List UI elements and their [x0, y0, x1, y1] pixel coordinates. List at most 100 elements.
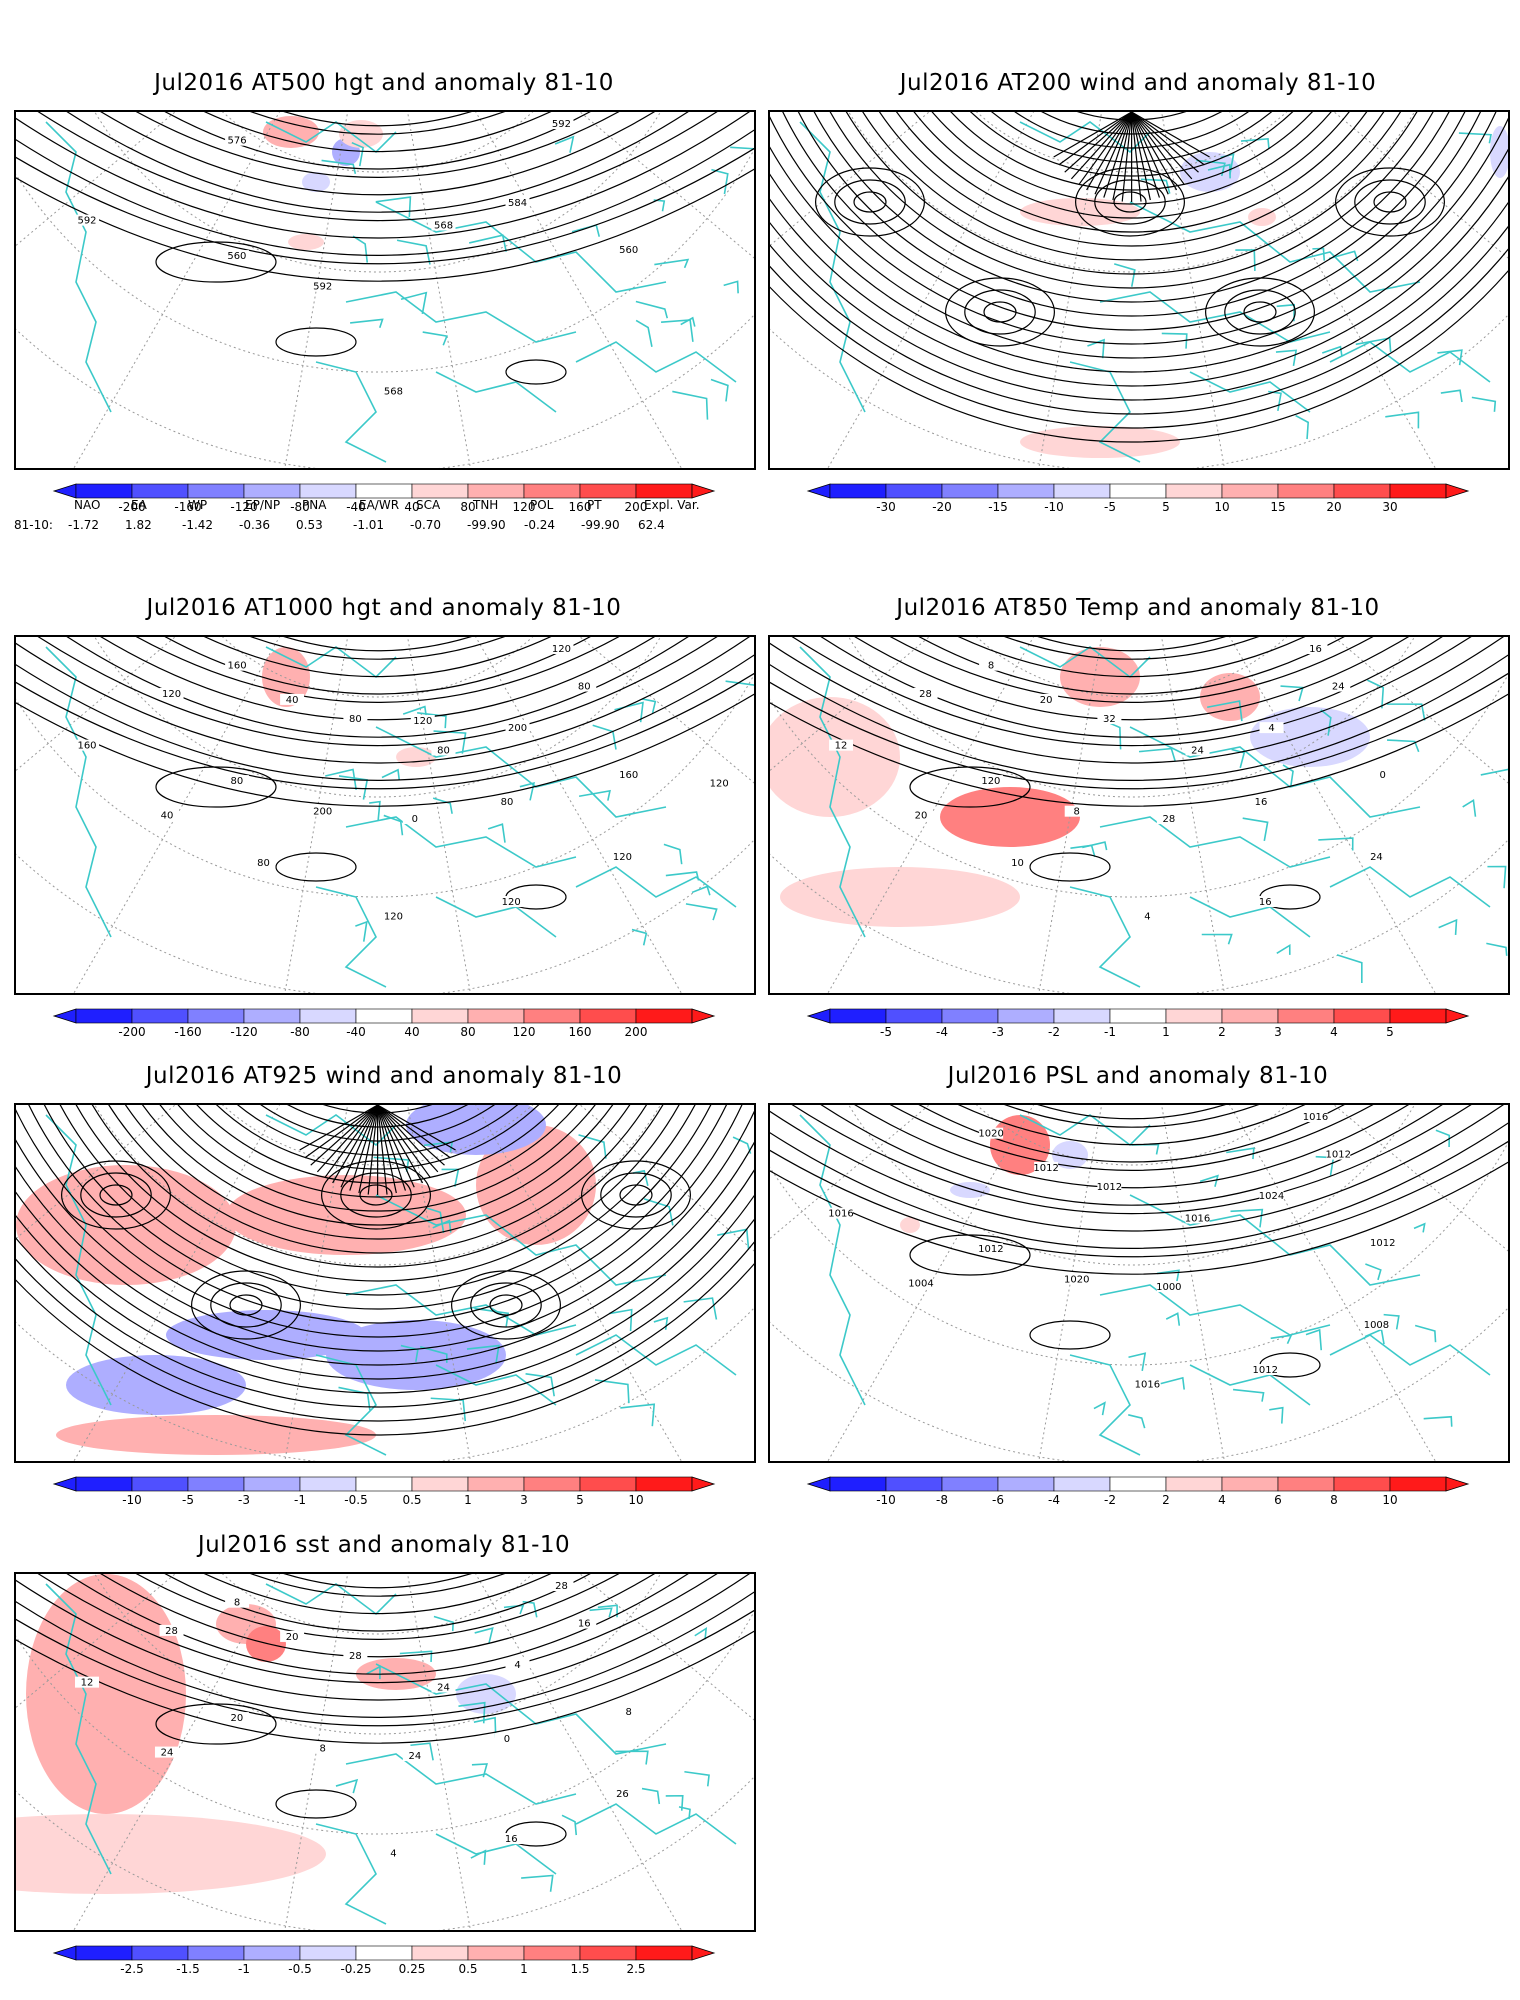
latitude-circle	[16, 839, 754, 993]
colorbar-tick-label: 200	[624, 500, 648, 514]
colorbar-svg	[52, 1008, 716, 1024]
border-line	[522, 1600, 538, 1618]
colorbar-tick-label: 120	[512, 1025, 536, 1039]
negative-anomaly-area	[1250, 707, 1370, 767]
meridian-line	[16, 1105, 378, 1166]
contour-label-bg	[159, 1624, 184, 1636]
contour-line	[854, 637, 1409, 721]
contour-label-bg	[1370, 769, 1395, 781]
contour-line	[770, 672, 1508, 790]
colorbar-swatch	[1053, 1008, 1111, 1024]
meridian-line	[579, 637, 754, 784]
contour-line	[770, 654, 1508, 781]
meridian-line	[827, 112, 1035, 468]
positive-anomaly-area	[26, 1574, 186, 1814]
latitude-circle	[16, 148, 754, 373]
positive-anomaly-area	[770, 697, 900, 817]
colorbar-swatch	[1333, 1476, 1391, 1492]
colorbar-swatch	[131, 1476, 189, 1492]
polar-streamline	[377, 1105, 439, 1173]
streamline	[770, 117, 1508, 359]
colorbar-tick-label: 15	[1270, 500, 1286, 514]
map-canvas	[16, 1105, 754, 1461]
contour-line	[770, 1161, 1508, 1275]
border-line	[1240, 137, 1270, 149]
polar-streamline	[367, 1105, 379, 1195]
contour-label: 1008	[1364, 1320, 1389, 1331]
colorbar-tick-label: 5	[576, 1493, 584, 1507]
meridian-line	[1333, 112, 1508, 259]
contour-label-bg	[280, 693, 305, 705]
contour-label: 576	[228, 136, 247, 147]
vortex-streamline	[945, 277, 1056, 347]
contour-label: 24	[1191, 745, 1204, 756]
closed-contour	[909, 766, 1031, 808]
colorbar-swatch	[411, 483, 469, 499]
colorbar-swatch	[1277, 1008, 1335, 1024]
contour-line	[16, 1591, 754, 1718]
contour-label-bg	[978, 775, 1003, 787]
streamlines	[770, 112, 1508, 443]
border-line	[632, 1169, 649, 1186]
contour-label-bg	[1064, 1273, 1089, 1285]
border-line	[594, 1379, 630, 1404]
coastline	[799, 121, 866, 413]
border-line	[366, 1665, 381, 1680]
polar-streamline	[358, 1105, 379, 1194]
streamline	[141, 1105, 614, 1226]
contour-label: 120	[502, 897, 521, 908]
border-line	[665, 871, 700, 881]
colorbar-tick-label: -1	[1104, 1025, 1116, 1039]
contour-label: 120	[413, 716, 432, 727]
colorbar-swatch	[467, 1945, 525, 1961]
contour-label-bg	[908, 1277, 933, 1289]
colorbar-arrow-left	[52, 1476, 77, 1492]
polar-streamline	[1131, 112, 1142, 202]
streamline	[931, 112, 1332, 205]
polar-streamline	[377, 1105, 415, 1188]
contour-label: 32	[1103, 714, 1116, 725]
contour-label-bg	[549, 1580, 574, 1591]
streamline	[16, 1110, 754, 1352]
contour-line	[918, 637, 1345, 695]
graticule	[16, 112, 754, 468]
anomaly-shading	[770, 647, 1370, 927]
teleconnection-value: 62.4	[638, 518, 665, 532]
colorbar-tick-label: 120	[512, 500, 536, 514]
contour-label: 12	[835, 741, 848, 752]
border-line	[1276, 303, 1296, 322]
border-line	[468, 234, 508, 252]
contour-line	[164, 637, 591, 695]
contour-label: 4	[514, 1660, 520, 1671]
contour-label-bg	[1364, 850, 1389, 862]
vortex-streamline	[489, 1294, 523, 1316]
contour-label: 160	[619, 770, 638, 781]
contour-label-bg	[549, 643, 574, 654]
border-line	[1318, 837, 1354, 851]
contour-line	[820, 637, 1443, 738]
border-line	[355, 920, 368, 942]
colorbar-svg	[806, 483, 1470, 499]
colorbar-svg	[52, 1945, 716, 1961]
border-line	[1366, 679, 1385, 709]
contour-label: 24	[437, 1682, 450, 1693]
colorbar-tick-label: 2	[1218, 1025, 1226, 1039]
contour-label-bg	[343, 1650, 368, 1662]
colorbar-tick-label: 0.5	[402, 1493, 422, 1507]
polar-streamline	[377, 1105, 445, 1166]
colorbar-swatch	[523, 1945, 581, 1961]
graticule	[770, 637, 1508, 993]
contour-label-bg	[225, 659, 250, 671]
teleconnection-value: -1.72	[68, 518, 100, 532]
colorbar-swatch	[1165, 1476, 1223, 1492]
colorbar-swatch	[1109, 1476, 1167, 1492]
map-frame	[14, 1103, 756, 1463]
border-line	[400, 291, 428, 314]
colorbar-swatch	[579, 1476, 637, 1492]
contour-label: 20	[231, 1713, 244, 1724]
colorbar-tick-label: 4	[1330, 1025, 1338, 1039]
border-line	[1423, 1415, 1453, 1427]
polar-streamline	[1112, 112, 1133, 201]
border-line	[1242, 817, 1269, 841]
colorbar-swatch	[1165, 1008, 1223, 1024]
